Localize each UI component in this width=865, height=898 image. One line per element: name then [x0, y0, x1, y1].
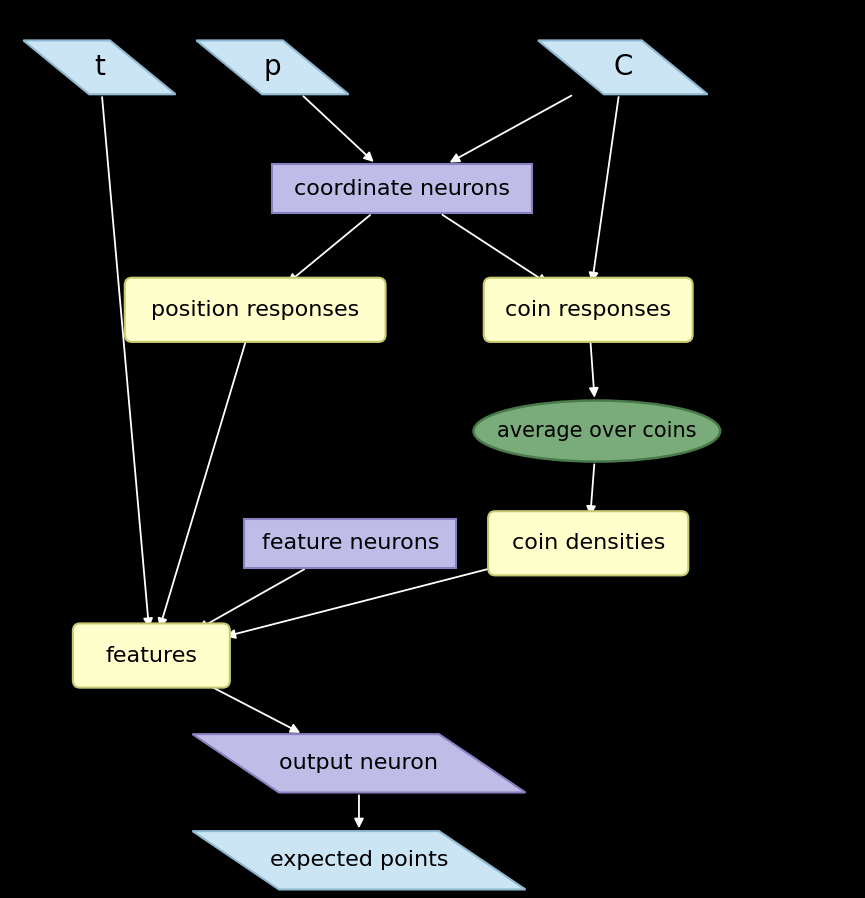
Text: feature neurons: feature neurons — [261, 533, 439, 553]
Text: C: C — [613, 53, 632, 82]
Text: expected points: expected points — [270, 850, 448, 870]
Bar — [272, 163, 532, 214]
Polygon shape — [538, 40, 708, 94]
Text: output neuron: output neuron — [279, 753, 439, 773]
Text: average over coins: average over coins — [497, 421, 696, 441]
Bar — [245, 519, 457, 568]
Text: p: p — [264, 53, 281, 82]
FancyBboxPatch shape — [488, 511, 689, 576]
Polygon shape — [192, 735, 526, 793]
Polygon shape — [23, 40, 176, 94]
FancyBboxPatch shape — [73, 623, 230, 688]
Text: features: features — [106, 646, 197, 665]
Text: coordinate neurons: coordinate neurons — [294, 179, 510, 198]
FancyBboxPatch shape — [125, 277, 386, 342]
Text: coin responses: coin responses — [505, 300, 671, 320]
Polygon shape — [192, 832, 526, 889]
Text: position responses: position responses — [151, 300, 359, 320]
Text: coin densities: coin densities — [511, 533, 665, 553]
FancyBboxPatch shape — [484, 277, 693, 342]
Text: t: t — [94, 53, 105, 82]
Ellipse shape — [473, 401, 720, 462]
Polygon shape — [196, 40, 349, 94]
